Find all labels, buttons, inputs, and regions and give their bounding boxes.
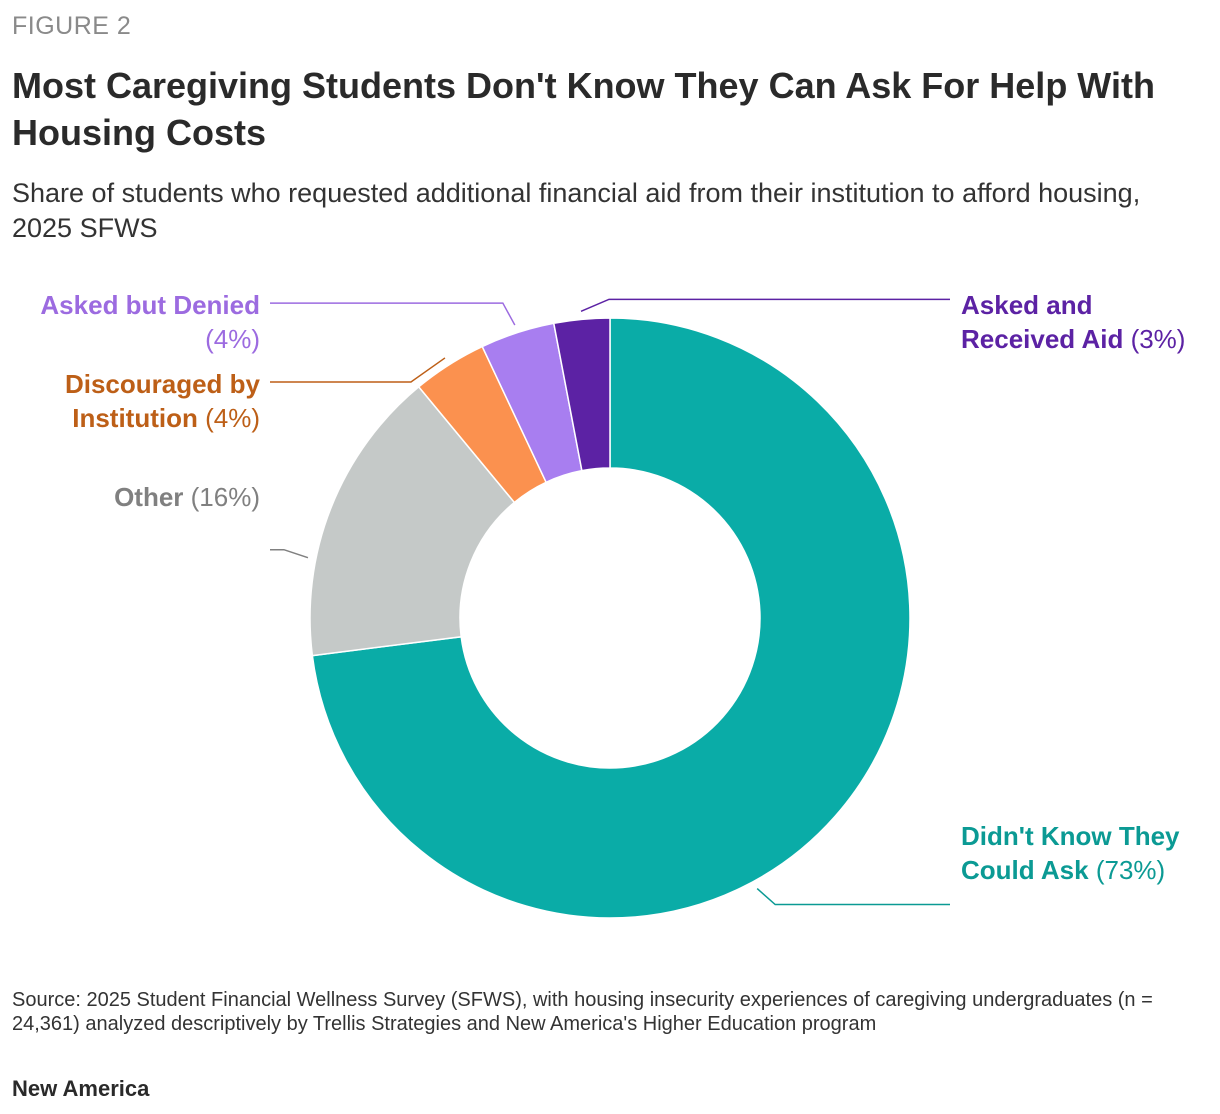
slice-asked-and-received-aid xyxy=(552,317,611,472)
label-discouraged-name-1: Discouraged by xyxy=(64,369,260,399)
leader-discouraged xyxy=(270,357,446,383)
leader-other xyxy=(270,548,309,559)
label-didnt-know: Didn't Know They Could Ask (73%) xyxy=(961,819,1180,887)
figure-label: FIGURE 2 xyxy=(12,12,132,40)
label-asked-received-pct: (3%) xyxy=(1130,324,1186,354)
leader-didnt-know xyxy=(756,887,950,906)
brand-name: New America xyxy=(12,1076,150,1101)
label-discouraged: Discouraged by Institution (4%) xyxy=(0,367,260,435)
label-other-pct: (16%) xyxy=(190,482,260,512)
label-asked-received: Asked and Received Aid (3%) xyxy=(961,288,1185,356)
chart-subtitle: Share of students who requested addition… xyxy=(12,178,1141,243)
label-didnt-know-name-1: Didn't Know They xyxy=(961,821,1180,851)
slice-didn-t-know-they-could-ask xyxy=(311,317,911,919)
label-other-name: Other xyxy=(114,482,184,512)
label-didnt-know-pct: (73%) xyxy=(1095,855,1166,885)
leader-asked-received xyxy=(580,298,950,313)
label-asked-denied: Asked but Denied (4%) xyxy=(0,288,260,356)
label-asked-denied-pct: (4%) xyxy=(205,324,260,354)
label-discouraged-name-2: Institution xyxy=(72,403,198,433)
chart-title: Most Caregiving Students Don't Know They… xyxy=(12,65,1155,153)
label-didnt-know-name-2: Could Ask xyxy=(961,855,1089,885)
label-asked-received-name-1: Asked and xyxy=(961,290,1093,320)
label-asked-denied-name: Asked but Denied xyxy=(40,290,260,320)
source-note: Source: 2025 Student Financial Wellness … xyxy=(12,989,1153,1035)
slice-other xyxy=(309,385,516,657)
leader-asked-denied xyxy=(270,302,516,326)
donut-chart xyxy=(270,298,950,919)
label-discouraged-pct: (4%) xyxy=(205,403,260,433)
label-other: Other (16%) xyxy=(0,480,260,514)
label-asked-received-name-2: Received Aid xyxy=(961,324,1124,354)
